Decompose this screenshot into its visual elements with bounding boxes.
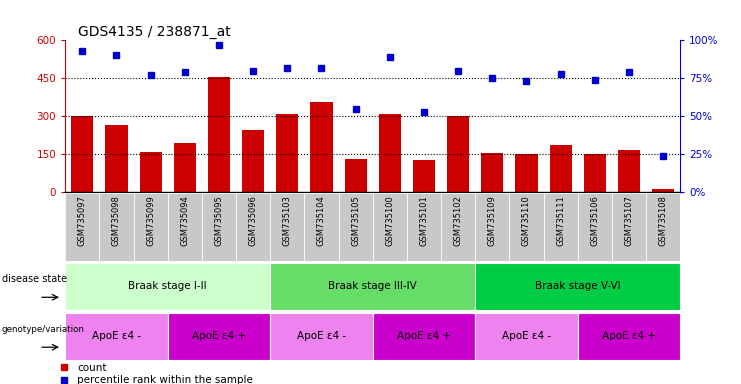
Bar (202, 193, 236, 261)
Text: Braak stage V-VI: Braak stage V-VI (535, 281, 620, 291)
Text: GSM735110: GSM735110 (522, 195, 531, 246)
Text: GSM735107: GSM735107 (625, 195, 634, 246)
Bar (475, 193, 509, 261)
Bar (173, 143, 196, 192)
Text: ApoE ε4 +: ApoE ε4 + (192, 331, 246, 341)
Text: genotype/variation: genotype/variation (2, 324, 85, 334)
Bar (578, 193, 612, 261)
Bar (441, 193, 475, 261)
Bar (65, 313, 167, 360)
Text: disease state: disease state (2, 274, 67, 284)
Bar (167, 313, 270, 360)
Bar (270, 263, 475, 310)
Text: ApoE ε4 -: ApoE ε4 - (92, 331, 141, 341)
Bar (167, 193, 202, 261)
Text: count: count (77, 363, 107, 373)
Bar (413, 161, 435, 192)
Bar (242, 130, 265, 192)
Bar (276, 114, 299, 192)
Bar (65, 193, 99, 261)
Text: GSM735111: GSM735111 (556, 195, 565, 246)
Bar (584, 154, 606, 192)
Text: GSM735102: GSM735102 (453, 195, 462, 246)
Bar (310, 102, 333, 192)
Text: GSM735097: GSM735097 (78, 195, 87, 246)
Bar (447, 116, 469, 192)
Bar (373, 193, 407, 261)
Text: GDS4135 / 238871_at: GDS4135 / 238871_at (78, 25, 230, 39)
Text: GSM735105: GSM735105 (351, 195, 360, 246)
Text: GSM735094: GSM735094 (180, 195, 189, 246)
Bar (270, 313, 373, 360)
Text: GSM735103: GSM735103 (283, 195, 292, 246)
Bar (105, 125, 127, 192)
Bar (652, 189, 674, 192)
Bar (305, 193, 339, 261)
Text: GSM735098: GSM735098 (112, 195, 121, 246)
Bar (133, 193, 167, 261)
Text: ApoE ε4 +: ApoE ε4 + (602, 331, 656, 341)
Bar (646, 193, 680, 261)
Bar (236, 193, 270, 261)
Text: GSM735095: GSM735095 (214, 195, 224, 246)
Bar (373, 313, 475, 360)
Bar (345, 159, 367, 192)
Bar (379, 114, 401, 192)
Bar (71, 116, 93, 192)
Text: ApoE ε4 +: ApoE ε4 + (397, 331, 451, 341)
Text: GSM735100: GSM735100 (385, 195, 394, 246)
Bar (270, 193, 305, 261)
Bar (578, 313, 680, 360)
Bar (509, 193, 544, 261)
Text: GSM735109: GSM735109 (488, 195, 496, 246)
Text: GSM735106: GSM735106 (591, 195, 599, 246)
Text: GSM735108: GSM735108 (659, 195, 668, 246)
Bar (99, 193, 133, 261)
Bar (208, 77, 230, 192)
Bar (339, 193, 373, 261)
Text: percentile rank within the sample: percentile rank within the sample (77, 375, 253, 384)
Bar (407, 193, 441, 261)
Bar (612, 193, 646, 261)
Bar (516, 154, 537, 192)
Bar (481, 153, 503, 192)
Text: ApoE ε4 -: ApoE ε4 - (502, 331, 551, 341)
Text: GSM735096: GSM735096 (249, 195, 258, 246)
Text: Braak stage III-IV: Braak stage III-IV (328, 281, 417, 291)
Bar (139, 152, 162, 192)
Bar (550, 145, 572, 192)
Bar (618, 150, 640, 192)
Bar (544, 193, 578, 261)
Text: ApoE ε4 -: ApoE ε4 - (297, 331, 346, 341)
Text: Braak stage I-II: Braak stage I-II (128, 281, 207, 291)
Text: GSM735101: GSM735101 (419, 195, 428, 246)
Text: GSM735099: GSM735099 (146, 195, 155, 246)
Bar (475, 313, 578, 360)
Bar (65, 263, 270, 310)
Text: GSM735104: GSM735104 (317, 195, 326, 246)
Bar (475, 263, 680, 310)
